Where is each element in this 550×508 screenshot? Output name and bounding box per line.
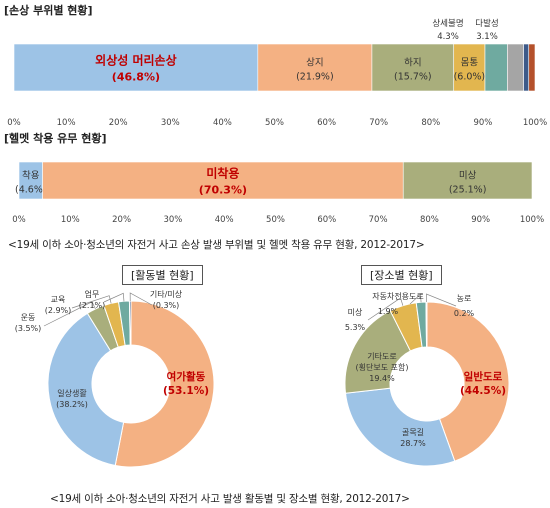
bar-segment-0-7 [528, 43, 536, 92]
tick-label-1-10: 100% [520, 215, 544, 225]
bar-name-0-2: 하지 [404, 57, 421, 69]
tick-label-0-6: 60% [317, 118, 336, 128]
donut-slice-3-1 [344, 387, 456, 467]
bar-segment-0-5 [507, 43, 524, 92]
donut-value-3-2: 19.4% [369, 374, 395, 383]
tick-label-1-5: 50% [266, 215, 285, 225]
bar-value-0-1: (21.9%) [296, 72, 334, 83]
bar-name-0-4: 상세불명 [432, 18, 463, 29]
donut-value-2-1: (38.2%) [56, 400, 88, 409]
tick-label-0-5: 50% [265, 118, 284, 128]
donut-value-2-4: (2.1%) [79, 301, 106, 310]
donut-value-3-1: 28.7% [400, 439, 426, 448]
tick-label-0-8: 80% [421, 118, 440, 128]
leader-line-2-3 [71, 295, 112, 309]
bar-name-1-0: 착용 [22, 171, 40, 182]
donut-name-2-5: 기타/미상 [150, 289, 183, 299]
bar-segment-1-2 [402, 161, 533, 200]
caption-top: <19세 이하 소아·청소년의 자전거 사고 손상 발생 부위별 및 헬멧 착용… [8, 239, 425, 251]
bar-value-0-0: (46.8%) [112, 71, 160, 84]
donut-name-2-2: 운동 [21, 313, 36, 322]
tick-label-1-1: 10% [61, 215, 80, 225]
tick-label-1-0: 0% [12, 215, 26, 225]
leader-line-3-3 [367, 297, 404, 321]
donut-sublabel-3-2: (횡단보도 포함) [356, 362, 409, 372]
bar-segment-0-0 [13, 43, 259, 92]
bar-value-1-0: (4.6%) [15, 185, 47, 196]
donut-value-3-5: 0.2% [454, 309, 475, 318]
donut-value-2-3: (2.9%) [45, 306, 72, 315]
tick-label-1-4: 40% [215, 215, 234, 225]
tick-label-0-4: 40% [213, 118, 232, 128]
donut-slice-2-1 [47, 312, 125, 467]
donut-slice-3-5 [425, 301, 428, 348]
tick-label-0-2: 20% [109, 118, 128, 128]
tick-label-1-6: 60% [317, 215, 336, 225]
donut-name-2-3: 교육 [51, 295, 66, 304]
bar-value-0-2: (15.7%) [394, 72, 432, 83]
tick-label-1-3: 30% [163, 215, 182, 225]
bar-name-0-0: 외상성 머리손상 [95, 53, 176, 68]
bar-segment-0-6 [523, 43, 530, 92]
tick-label-1-9: 90% [471, 215, 490, 225]
donut-slice-3-2 [344, 310, 412, 394]
leader-line-3-5 [426, 293, 457, 307]
tick-label-0-10: 100% [523, 118, 547, 128]
tick-label-1-7: 70% [369, 215, 388, 225]
bar-name-0-1: 상지 [306, 58, 323, 69]
tick-label-0-1: 10% [57, 118, 76, 128]
caption-bottom: <19세 이하 소아·청소년의 자전거 사고 발생 활동별 및 장소별 현황, … [50, 493, 410, 505]
donut-name-2-4: 업무 [85, 290, 100, 299]
bar-name-0-3: 몸통 [461, 58, 479, 69]
bar-segment-0-3 [453, 43, 486, 92]
injury-site-title: [손상 부위별 현황] [4, 4, 93, 17]
donut-value-3-4: 1.9% [378, 307, 399, 316]
helmet-title: [헬멧 착용 유무 현황] [4, 132, 107, 145]
donut-name-3-0: 일반도로 [464, 370, 503, 383]
donut-name-3-3: 미상 [348, 307, 363, 317]
tick-label-0-7: 70% [369, 118, 388, 128]
leader-line-3-4 [409, 293, 422, 305]
leader-line-2-4 [103, 292, 125, 303]
bar-value-1-2: (25.1%) [449, 185, 487, 196]
bar-value-0-5: 3.1% [476, 32, 498, 42]
donut-name-2-1: 일상생활 [57, 388, 87, 398]
tick-label-1-2: 20% [112, 215, 131, 225]
donut-name-3-2: 기타도로 [367, 352, 396, 361]
donut-name-3-4: 자동차전용도로 [372, 291, 424, 301]
donut-slice-2-0 [114, 300, 215, 468]
activity-title: [활동별 현황] [122, 265, 203, 285]
tick-label-0-3: 30% [161, 118, 180, 128]
donut-value-2-0: (53.1%) [163, 385, 209, 397]
donut-name-3-5: 농로 [457, 294, 472, 303]
donut-name-2-0: 여가활동 [167, 370, 206, 383]
bar-name-1-2: 미상 [459, 171, 477, 182]
donut-slice-3-0 [426, 301, 510, 462]
donut-value-2-5: (0.3%) [153, 301, 180, 310]
tick-label-1-8: 80% [420, 215, 439, 225]
donut-value-3-0: (44.5%) [460, 385, 506, 397]
bar-segment-0-4 [484, 43, 508, 92]
location-title: [장소별 현황] [361, 265, 442, 285]
bar-name-0-5: 다발성 [475, 18, 498, 29]
bar-value-0-3: (6.0%) [454, 72, 486, 83]
bar-segment-0-2 [371, 43, 455, 92]
donut-value-2-2: (3.5%) [15, 324, 42, 333]
bar-name-1-1: 미착용 [206, 166, 239, 181]
bar-value-0-4: 4.3% [437, 32, 459, 42]
donut-value-3-3: 5.3% [345, 323, 366, 332]
tick-label-0-9: 90% [473, 118, 492, 128]
donut-slice-2-5 [128, 300, 132, 346]
leader-line-2-2 [43, 301, 96, 327]
leader-line-2-5 [129, 292, 153, 306]
bar-segment-1-1 [42, 161, 404, 200]
bar-segment-0-1 [257, 43, 373, 92]
tick-label-0-0: 0% [7, 118, 21, 128]
bar-value-1-1: (70.3%) [199, 184, 247, 197]
donut-name-3-1: 골목길 [402, 428, 424, 437]
